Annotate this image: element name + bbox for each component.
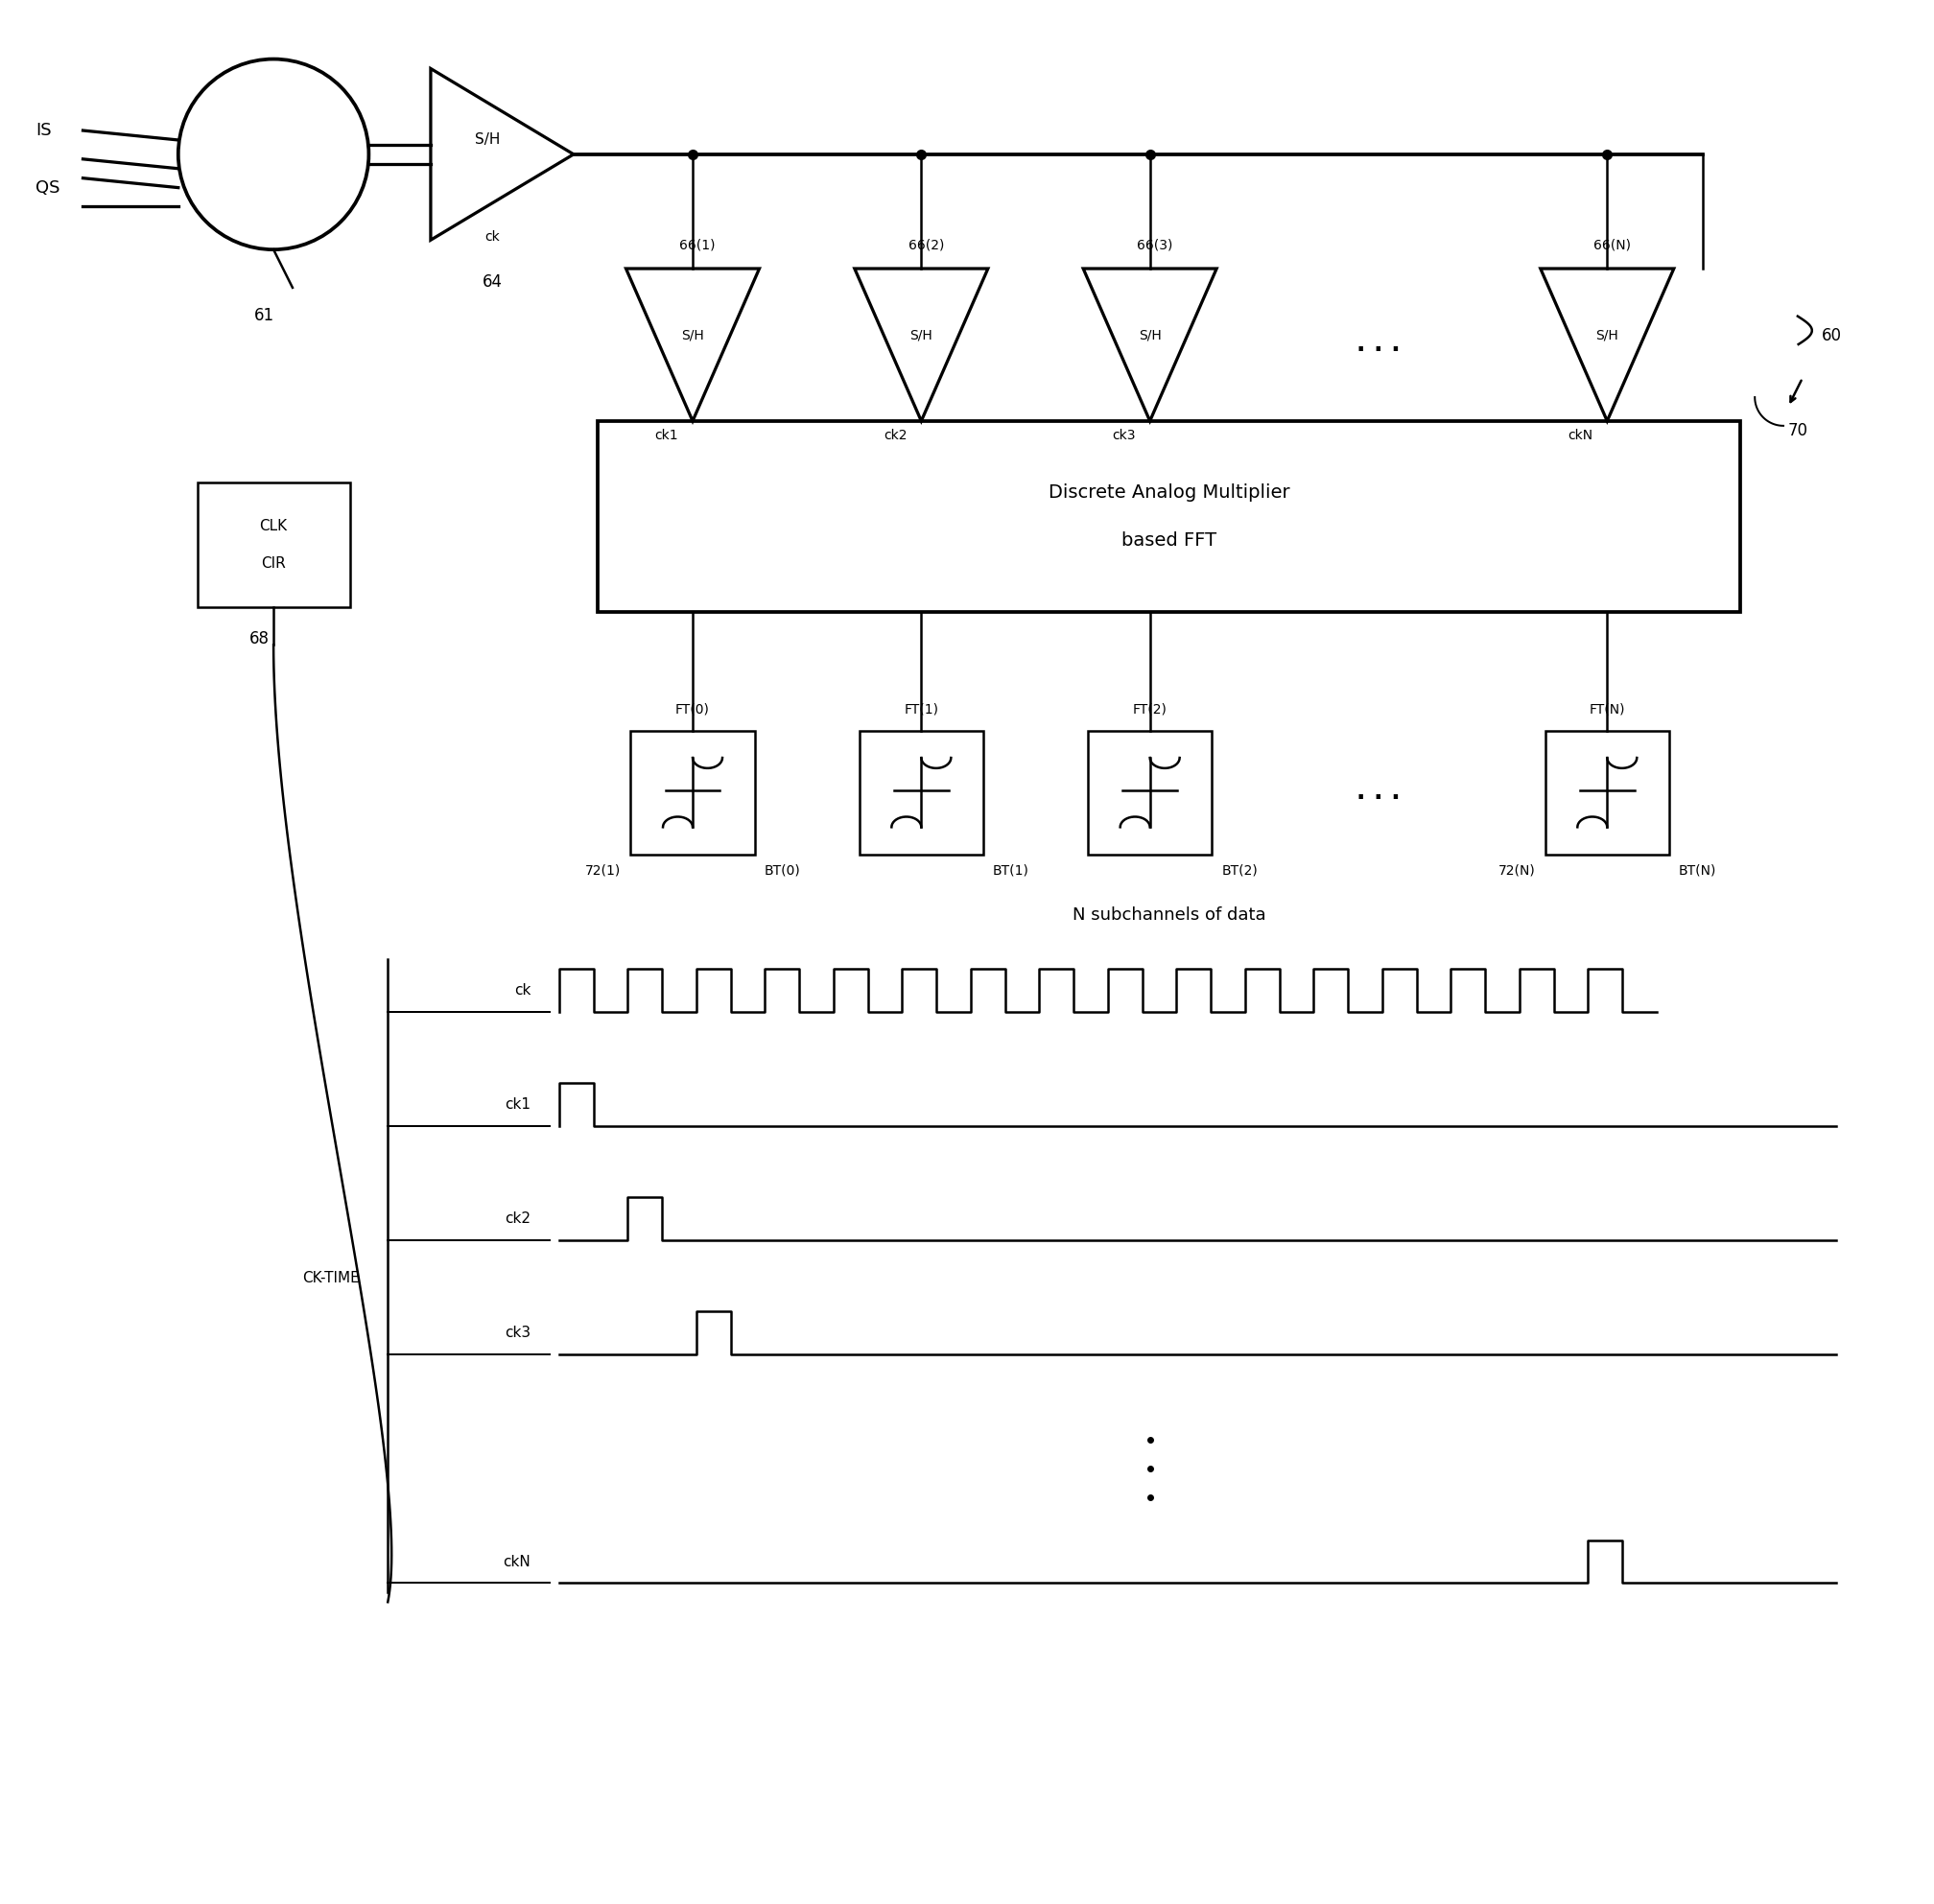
Text: FT(N): FT(N) <box>1590 703 1625 716</box>
Text: FT(0): FT(0) <box>675 703 710 716</box>
Text: 66(3): 66(3) <box>1137 238 1172 251</box>
Text: 66(2): 66(2) <box>909 238 944 251</box>
Text: CK-TIME: CK-TIME <box>302 1272 360 1285</box>
Bar <box>197 484 350 607</box>
Text: ck1: ck1 <box>505 1097 530 1112</box>
Text: FT(1): FT(1) <box>903 703 938 716</box>
Text: QS: QS <box>35 179 60 196</box>
Text: 70: 70 <box>1789 423 1808 440</box>
Text: S/H: S/H <box>476 133 501 147</box>
Text: 72(N): 72(N) <box>1499 864 1536 878</box>
Text: S/H: S/H <box>909 329 932 343</box>
Text: ck1: ck1 <box>656 428 679 442</box>
Text: 68: 68 <box>249 630 269 647</box>
Text: based FFT: based FFT <box>1122 531 1216 548</box>
Text: S/H: S/H <box>1596 329 1619 343</box>
Text: 64: 64 <box>482 274 503 291</box>
Text: ck3: ck3 <box>1112 428 1135 442</box>
Text: ck2: ck2 <box>884 428 907 442</box>
Text: CIR: CIR <box>261 556 286 571</box>
Bar <box>1545 731 1669 855</box>
Text: . . .: . . . <box>1356 781 1400 803</box>
Text: N subchannels of data: N subchannels of data <box>1071 906 1265 923</box>
Text: FT(2): FT(2) <box>1133 703 1166 716</box>
Text: S/H: S/H <box>681 329 704 343</box>
Text: ck: ck <box>485 230 501 244</box>
Text: IS: IS <box>35 122 52 139</box>
Text: ckN: ckN <box>503 1554 530 1569</box>
Text: ckN: ckN <box>1568 428 1594 442</box>
Text: S/H: S/H <box>1139 329 1160 343</box>
Bar <box>1089 731 1213 855</box>
Bar <box>598 421 1741 611</box>
Text: Discrete Analog Multiplier: Discrete Analog Multiplier <box>1048 484 1290 501</box>
Bar <box>859 731 982 855</box>
Text: ck: ck <box>514 982 530 998</box>
Text: BT(N): BT(N) <box>1679 864 1715 878</box>
Text: 72(1): 72(1) <box>586 864 621 878</box>
Text: 66(1): 66(1) <box>679 238 716 251</box>
Text: 61: 61 <box>253 307 275 324</box>
Text: ck3: ck3 <box>505 1325 530 1340</box>
Text: . . .: . . . <box>1356 333 1400 356</box>
Text: 66(N): 66(N) <box>1594 238 1630 251</box>
Text: BT(0): BT(0) <box>764 864 801 878</box>
Bar <box>630 731 754 855</box>
Text: ck2: ck2 <box>505 1211 530 1226</box>
Text: 60: 60 <box>1822 327 1841 345</box>
Text: BT(2): BT(2) <box>1222 864 1257 878</box>
Text: BT(1): BT(1) <box>992 864 1029 878</box>
Text: CLK: CLK <box>259 518 288 533</box>
